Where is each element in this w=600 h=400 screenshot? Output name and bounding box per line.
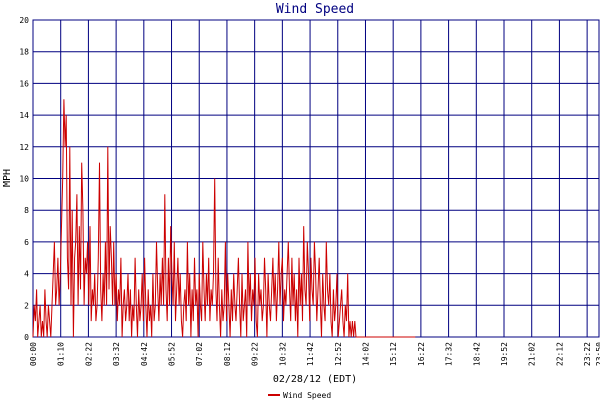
- y-tick-label: 12: [19, 143, 29, 152]
- x-tick-label: 00:00: [29, 342, 38, 366]
- y-tick-label: 16: [19, 79, 29, 88]
- series-group: [32, 99, 416, 338]
- y-tick-label: 10: [19, 175, 29, 184]
- x-tick-label: 04:42: [140, 342, 149, 366]
- x-axis-ticks: 00:00 01:10 02:22 03:32 04:42 05:52 07:02 08:12…: [29, 342, 600, 366]
- x-tick-label: 02:22: [84, 342, 93, 366]
- y-tick-label: 4: [24, 270, 29, 279]
- x-tick-label: 03:32: [112, 342, 121, 366]
- plot-area-frame: [32, 19, 600, 338]
- x-axis-label: 02/28/12 (EDT): [273, 374, 357, 385]
- x-tick-label: 23:22: [583, 342, 592, 366]
- x-tick-label: 08:12: [223, 342, 232, 366]
- y-tick-label: 6: [24, 238, 29, 247]
- legend: Wind Speed: [268, 391, 331, 400]
- series-line-0: [32, 99, 416, 338]
- x-tick-label: 10:32: [278, 342, 287, 366]
- y-tick-label: 20: [19, 16, 29, 25]
- x-tick-label: 11:42: [306, 342, 315, 366]
- x-tick-label: 14:02: [361, 342, 370, 366]
- x-tick-label: 07:02: [195, 342, 204, 366]
- x-tick-label: 09:22: [251, 342, 260, 366]
- y-tick-label: 2: [24, 301, 29, 310]
- y-tick-label: 0: [24, 333, 29, 342]
- x-tick-label: 01:10: [57, 342, 66, 366]
- x-tick-label: 19:52: [500, 342, 509, 366]
- x-tick-label: 21:02: [528, 342, 537, 366]
- y-tick-label: 14: [19, 111, 29, 120]
- y-axis-ticks: 0 2 4 6 8 10 12 14 16 18 20: [19, 16, 29, 342]
- x-tick-label: 15:12: [389, 342, 398, 366]
- x-tick-label: 22:12: [555, 342, 564, 366]
- x-tick-label: 12:52: [334, 342, 343, 366]
- y-tick-label: 8: [24, 206, 29, 215]
- x-tick-label: 23:50: [595, 342, 600, 366]
- x-tick-label: 05:52: [168, 342, 177, 366]
- x-tick-label: 16:22: [417, 342, 426, 366]
- chart-title: Wind Speed: [276, 2, 354, 17]
- y-axis-label: MPH: [2, 169, 13, 187]
- x-tick-label: 17:32: [445, 342, 454, 366]
- x-tick-label: 18:42: [472, 342, 481, 366]
- y-tick-label: 18: [19, 48, 29, 57]
- legend-label: Wind Speed: [283, 391, 331, 400]
